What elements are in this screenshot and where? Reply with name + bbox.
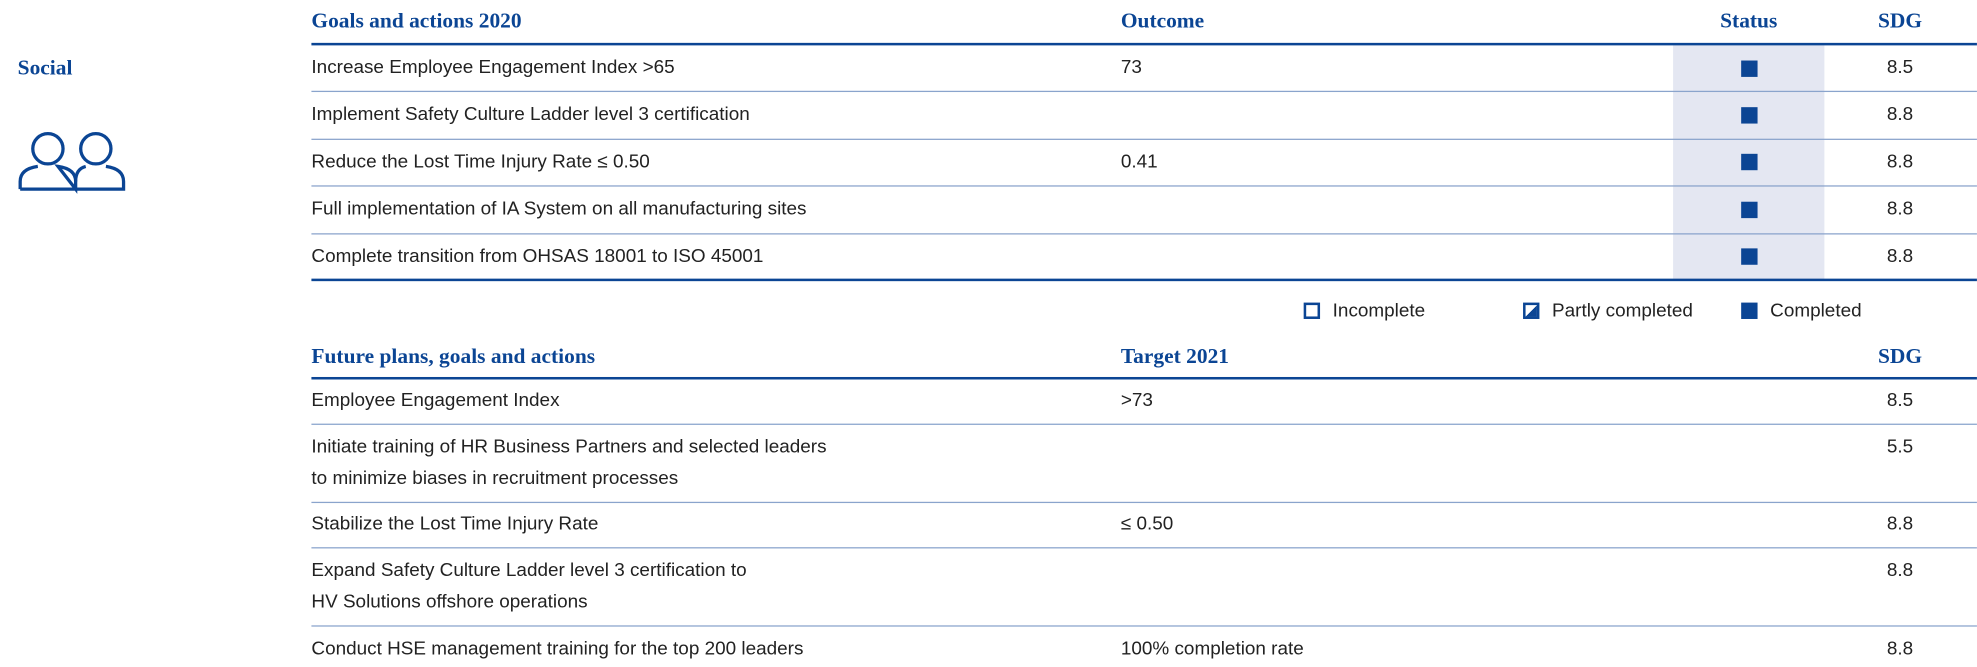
row-separator (311, 547, 1977, 549)
goal-text: Employee Engagement Index (311, 389, 560, 412)
column-header: Outcome (1120, 8, 1205, 33)
column-header: Future plans, goals and actions (311, 344, 596, 369)
status-icon (1741, 106, 1758, 123)
rule (311, 278, 1977, 282)
legend-label: Partly completed (1552, 300, 1693, 322)
status-icon (1741, 59, 1758, 77)
rule (311, 376, 1977, 380)
sdg-text: 8.5 (1886, 389, 1914, 412)
section-title: Social (17, 55, 73, 80)
status-icon (1741, 248, 1758, 265)
sdg-text: 8.8 (1886, 150, 1914, 173)
goal-text: Expand Safety Culture Ladder level 3 cer… (311, 559, 747, 582)
legend-label: Incomplete (1332, 300, 1426, 322)
goal-text: Full implementation of IA System on all … (311, 197, 807, 220)
sdg-text: 8.8 (1886, 559, 1914, 582)
goal-text: Complete transition from OHSAS 18001 to … (311, 245, 764, 267)
row-separator (311, 138, 1977, 140)
goal-text: Implement Safety Culture Ladder level 3 … (311, 103, 750, 125)
legend-label: Completed (1770, 300, 1862, 322)
legend-icon (1303, 302, 1321, 319)
status-icon (1741, 201, 1758, 218)
people-icon (18, 132, 126, 194)
row-separator (311, 423, 1977, 425)
target-text: ≤ 0.50 (1120, 513, 1174, 535)
target-text: 100% completion rate (1120, 637, 1304, 660)
sdg-text: 8.8 (1886, 245, 1914, 267)
row-separator (311, 501, 1977, 504)
goal-text: HV Solutions offshore operations (311, 591, 588, 613)
column-header: Goals and actions 2020 (311, 8, 522, 33)
goal-text: Initiate training of HR Business Partner… (311, 436, 827, 458)
goal-text: to minimize biases in recruitment proces… (311, 467, 679, 490)
goal-text: Conduct HSE management training for the … (311, 637, 804, 660)
goal-text: Stabilize the Lost Time Injury Rate (311, 513, 599, 535)
outcome-text: 0.41 (1120, 150, 1158, 173)
goal-text: Increase Employee Engagement Index >65 (311, 56, 675, 79)
sdg-text: 5.5 (1886, 436, 1914, 458)
rule (311, 42, 1977, 46)
target-text: >73 (1120, 389, 1153, 412)
row-separator (311, 185, 1977, 187)
column-header: SDG (1877, 8, 1923, 33)
row-separator (311, 90, 1977, 93)
row-separator (311, 233, 1977, 235)
goal-text: Reduce the Lost Time Injury Rate ≤ 0.50 (311, 150, 650, 173)
column-header: Status (1720, 8, 1778, 33)
sdg-text: 8.8 (1886, 637, 1914, 660)
sdg-text: 8.8 (1886, 103, 1914, 125)
legend-icon (1523, 302, 1540, 319)
status-icon (1741, 153, 1758, 171)
legend-icon (1741, 302, 1758, 319)
outcome-text: 73 (1120, 56, 1142, 79)
column-header: Target 2021 (1120, 344, 1230, 369)
sdg-text: 8.8 (1886, 513, 1914, 535)
column-header: SDG (1877, 344, 1923, 369)
row-separator (311, 625, 1977, 627)
sdg-text: 8.8 (1886, 197, 1914, 220)
sdg-text: 8.5 (1886, 56, 1914, 79)
